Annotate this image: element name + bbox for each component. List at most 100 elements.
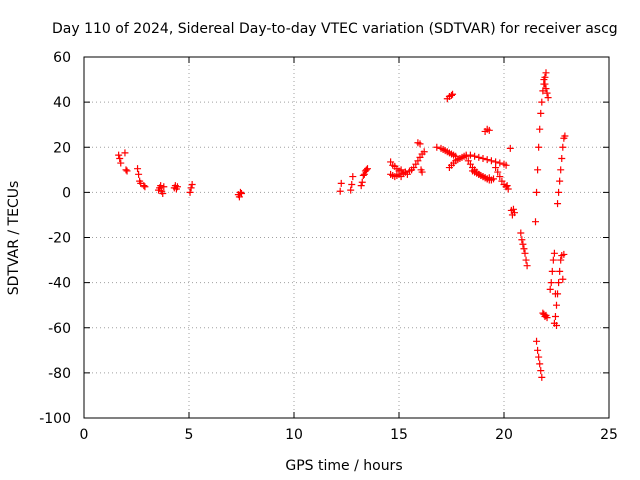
data-point <box>537 109 545 117</box>
data-point <box>238 190 245 198</box>
data-point <box>448 91 455 99</box>
data-point <box>557 256 565 264</box>
series-g16 <box>414 139 426 176</box>
data-point <box>349 173 357 181</box>
y-tick-label: -100 <box>39 411 71 427</box>
data-point <box>536 125 544 133</box>
data-point <box>122 166 130 174</box>
data-point <box>511 209 518 217</box>
data-point <box>475 153 483 161</box>
data-point <box>540 76 548 84</box>
data-point <box>560 250 568 258</box>
data-point <box>188 180 196 188</box>
x-axis-label: GPS time / hours <box>285 458 402 474</box>
data-point <box>538 373 546 381</box>
data-point <box>117 159 125 167</box>
y-tick-label: 40 <box>53 95 71 111</box>
data-point <box>559 143 567 151</box>
data-point <box>485 126 493 134</box>
series-g3 <box>155 180 196 198</box>
data-point <box>551 312 559 320</box>
y-tick-label: -80 <box>48 366 71 382</box>
data-point <box>554 200 562 208</box>
data-point <box>135 170 143 178</box>
series-g21c <box>539 309 551 322</box>
data-point <box>357 182 365 190</box>
data-point <box>555 279 563 287</box>
data-point <box>535 353 543 361</box>
data-point <box>337 179 345 187</box>
series-g22b <box>546 249 560 329</box>
data-point <box>487 157 495 165</box>
series-g19 <box>481 125 493 135</box>
data-point <box>533 337 541 345</box>
data-point <box>494 168 502 176</box>
data-point <box>553 301 560 309</box>
x-tick-label: 15 <box>390 427 408 443</box>
data-point <box>546 285 554 293</box>
data-point <box>517 229 525 237</box>
y-axis-label: SDTVAR / TECUs <box>6 181 22 296</box>
data-point <box>173 183 181 191</box>
data-point <box>420 148 428 156</box>
series-g20 <box>506 144 518 219</box>
data-point <box>542 69 550 77</box>
data-point <box>534 346 542 354</box>
chart-title: Day 110 of 2024, Sidereal Day-to-day VTE… <box>52 21 618 37</box>
x-tick-label: 5 <box>185 427 194 443</box>
x-tick-label: 25 <box>600 427 618 443</box>
series-g18c <box>469 167 497 184</box>
axis-ticks: 0 5 10 15 20 25 -100 -80 -60 -40 -20 0 20 40 60 <box>39 50 618 443</box>
data-point <box>518 236 526 244</box>
y-tick-label: 20 <box>53 140 71 156</box>
data-point <box>187 184 195 192</box>
data-point <box>522 256 530 264</box>
data-point <box>519 240 527 248</box>
data-point <box>416 140 424 148</box>
data-point <box>557 166 565 174</box>
series-early <box>115 149 149 191</box>
series-g14b <box>387 168 409 181</box>
data-point <box>561 132 569 140</box>
series-g18 <box>462 151 510 169</box>
series-g22c <box>550 256 565 327</box>
data-point <box>549 256 557 264</box>
y-tick-label: 60 <box>53 50 71 66</box>
data-point <box>236 188 244 196</box>
data-point <box>359 171 367 179</box>
y-tick-label: -40 <box>48 276 71 292</box>
data-point <box>490 175 497 183</box>
data-point <box>504 185 512 193</box>
data-point <box>555 188 563 196</box>
series-layer <box>115 69 569 381</box>
data-point <box>541 80 549 88</box>
data-point <box>364 165 371 173</box>
data-point <box>121 149 129 157</box>
data-point <box>360 170 368 178</box>
data-point <box>401 168 409 176</box>
data-point <box>159 190 167 198</box>
data-point <box>186 188 194 196</box>
data-point <box>537 367 545 375</box>
data-point <box>543 89 551 97</box>
series-g7 <box>234 188 245 201</box>
data-point <box>532 218 539 226</box>
data-point <box>483 156 491 164</box>
data-point <box>503 182 511 190</box>
data-point <box>433 143 441 151</box>
data-point <box>535 143 543 151</box>
data-point <box>160 183 168 191</box>
data-point <box>533 188 541 196</box>
series-g22d <box>554 132 569 208</box>
data-point <box>520 245 528 253</box>
y-tick-label: 0 <box>62 185 71 201</box>
data-point <box>141 183 149 191</box>
data-point <box>471 152 479 160</box>
data-point <box>123 167 131 175</box>
data-point <box>134 165 142 173</box>
data-point <box>550 249 558 257</box>
data-point <box>550 319 558 327</box>
data-point <box>543 314 551 322</box>
data-point <box>362 166 370 174</box>
